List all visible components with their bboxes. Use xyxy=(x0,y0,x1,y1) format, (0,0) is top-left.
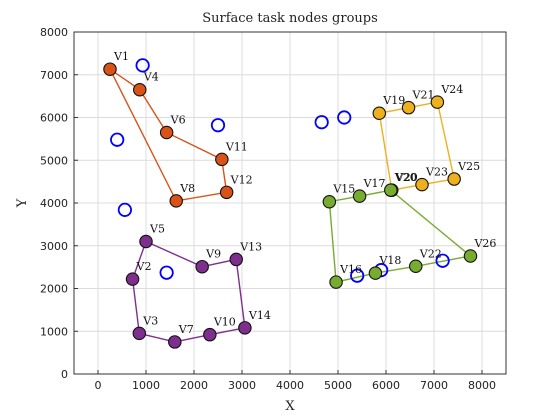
node-label-v25: V25 xyxy=(457,160,480,173)
node-point-v11 xyxy=(215,152,229,167)
node-point-v8 xyxy=(169,194,183,208)
node-label-v18: V18 xyxy=(378,254,401,267)
y-tick-label: 3000 xyxy=(40,240,68,253)
y-tick-label: 8000 xyxy=(40,26,68,39)
node-label-v20: V20 xyxy=(395,171,418,184)
node-label-v2: V2 xyxy=(136,260,152,273)
node-label-v15: V15 xyxy=(332,183,355,196)
node-point-v21 xyxy=(401,100,416,115)
node-point-v5 xyxy=(139,234,153,249)
x-tick-label: 4000 xyxy=(276,379,304,392)
node-point-v6 xyxy=(159,125,174,140)
open-circle-point xyxy=(159,265,174,280)
node-point-v26 xyxy=(463,249,478,263)
y-tick-label: 0 xyxy=(61,368,68,381)
node-point-v22 xyxy=(409,259,423,274)
node-label-v16: V16 xyxy=(339,263,362,276)
node-point-v13 xyxy=(229,252,243,267)
node-label-v9: V9 xyxy=(205,248,221,261)
open-circle-point xyxy=(350,268,365,283)
node-label-v17: V17 xyxy=(363,177,386,190)
x-tick-label: 7000 xyxy=(420,379,448,392)
chart-title: Surface task nodes groups xyxy=(202,11,378,26)
node-label-v20: V20 xyxy=(394,171,417,184)
node-label-v23: V23 xyxy=(425,166,448,179)
node-label-v7: V7 xyxy=(178,323,194,336)
node-point-v19 xyxy=(372,106,387,120)
node-point-v16 xyxy=(329,275,343,289)
node-label-v14: V14 xyxy=(248,309,271,322)
node-point-v12 xyxy=(219,185,234,200)
x-axis-label: X xyxy=(285,399,295,414)
node-point-v15 xyxy=(322,194,337,209)
x-tick-label: 8000 xyxy=(468,379,496,392)
node-point-v20 xyxy=(384,183,398,197)
node-labels: V1 V4 V6 V11 V12 V8 V5 V9 V13 V14 V10 V7 V3 V2 V19 V21 V… xyxy=(113,50,496,336)
open-circle-point xyxy=(210,118,226,133)
node-point-v7 xyxy=(168,335,182,349)
open-circle-point xyxy=(314,115,329,130)
data-points xyxy=(103,58,478,349)
node-label-v24: V24 xyxy=(440,83,463,96)
node-label-v13: V13 xyxy=(239,240,262,253)
node-label-v5: V5 xyxy=(149,222,165,235)
node-point-v3 xyxy=(132,326,147,341)
x-tick-label: 0 xyxy=(95,379,102,392)
tick-labels: 0 1000 2000 3000 4000 5000 6000 7000 8000 0 1000 20… xyxy=(40,26,496,392)
node-label-v6: V6 xyxy=(170,113,186,126)
node-point-v1 xyxy=(103,62,117,76)
x-tick-label: 2000 xyxy=(180,379,208,392)
y-tick-label: 2000 xyxy=(40,283,68,296)
node-label-v10: V10 xyxy=(213,316,236,329)
node-point-v17 xyxy=(352,189,367,203)
y-tick-label: 6000 xyxy=(40,112,68,125)
node-label-v26: V26 xyxy=(473,237,496,250)
node-point-v10 xyxy=(203,327,217,342)
node-label-v8: V8 xyxy=(179,182,195,195)
y-tick-label: 7000 xyxy=(40,69,68,82)
node-point-v4 xyxy=(133,82,147,97)
y-tick-label: 1000 xyxy=(40,325,68,338)
open-circle-point xyxy=(110,132,125,147)
y-tick-label: 4000 xyxy=(40,197,68,210)
open-circle-point xyxy=(435,253,450,268)
node-point-v14 xyxy=(238,321,252,335)
node-label-v21: V21 xyxy=(412,89,435,102)
node-label-v4: V4 xyxy=(143,71,159,84)
node-label-v19: V19 xyxy=(382,94,405,107)
x-tick-label: 5000 xyxy=(324,379,352,392)
node-label-v11: V11 xyxy=(225,140,248,153)
y-tick-label: 5000 xyxy=(40,154,68,167)
node-label-v22: V22 xyxy=(419,247,442,260)
node-label-v12: V12 xyxy=(230,173,253,186)
open-circle-point xyxy=(337,110,352,125)
open-circle-point xyxy=(135,58,150,73)
node-point-v2 xyxy=(125,272,140,286)
node-point-v9 xyxy=(195,259,209,274)
y-axis-label: Y xyxy=(15,198,30,208)
open-circle-point xyxy=(117,202,132,217)
x-tick-label: 3000 xyxy=(228,379,256,392)
node-point-v18 xyxy=(368,266,383,280)
node-label-v1: V1 xyxy=(113,50,129,63)
x-tick-label: 6000 xyxy=(372,379,400,392)
node-label-v3: V3 xyxy=(142,314,158,327)
node-point-v24 xyxy=(430,95,445,109)
node-point-v23 xyxy=(415,177,429,192)
x-tick-label: 1000 xyxy=(132,379,160,392)
node-point-v25 xyxy=(447,172,461,186)
